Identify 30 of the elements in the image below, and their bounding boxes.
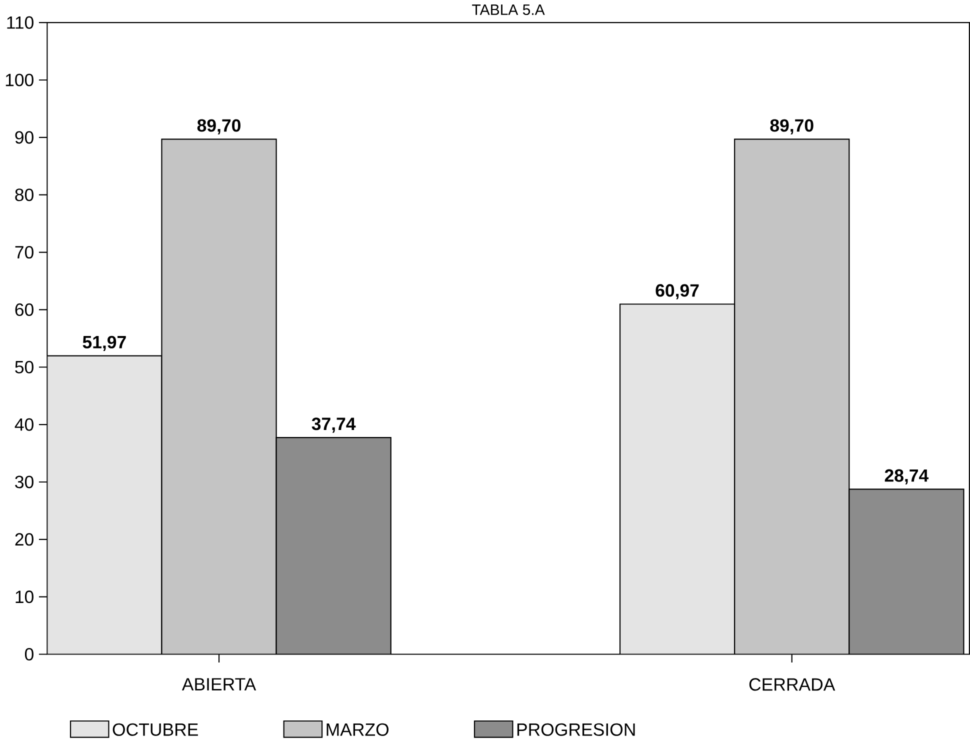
y-tick-label: 40 [14,418,34,431]
y-tick-label: 50 [15,360,34,374]
data-label: 89,70 [770,119,814,134]
chart-title: TABLA 5.A [472,4,545,15]
y-tick-label: 10 [16,590,34,604]
y-tick-label: 110 [7,16,34,29]
x-tick-label: ABIERTA [182,678,256,690]
data-label: 37,74 [312,417,356,433]
y-tick-label: 70 [15,246,34,258]
y-tick-label: 90 [15,131,34,144]
y-tick-label: 0 [24,648,34,660]
data-label: 28,74 [884,469,929,484]
bar [47,355,162,654]
bar [276,436,392,654]
legend-label: OCTUBRE [112,723,198,736]
data-label: 51,97 [82,336,126,351]
y-tick-label: 100 [6,74,34,86]
bar [734,138,850,654]
y-tick-label: 60 [15,303,34,316]
data-label: 60,97 [656,284,699,300]
legend-label: MARZO [326,723,389,736]
x-tick-label: CERRADA [749,678,836,691]
bar [161,138,277,654]
y-tick-label: 20 [15,533,34,546]
legend-label: PROGRESION [517,723,635,736]
bar [848,488,964,654]
y-tick-label: 80 [15,188,34,202]
data-label: 89,70 [197,119,240,134]
bar [619,303,736,654]
y-tick-label: 30 [15,476,34,488]
